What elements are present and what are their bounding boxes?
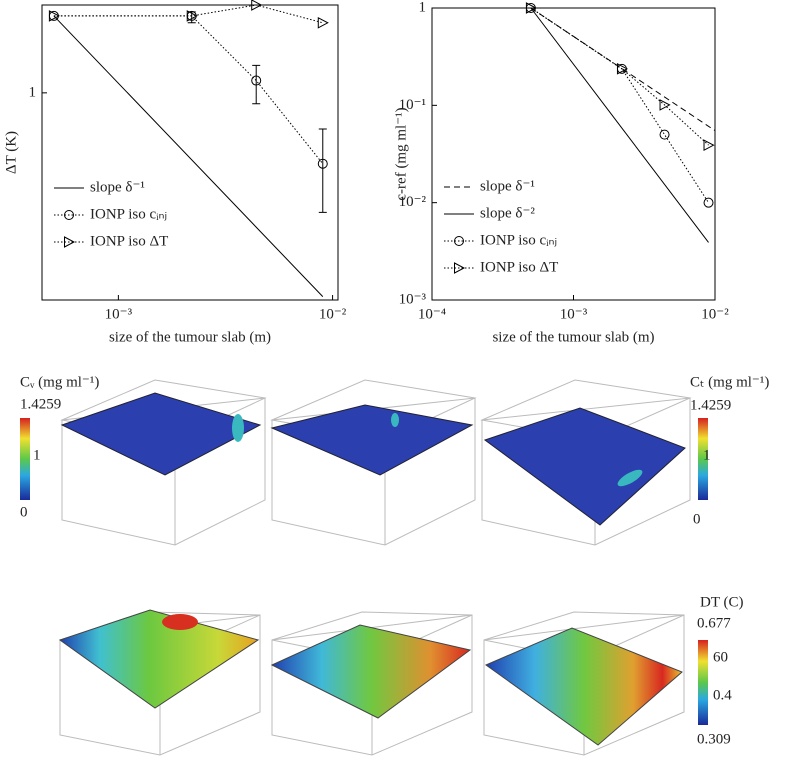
y-tick-label: 1 [29, 84, 37, 100]
y-tick-label: 10⁻³ [399, 291, 427, 307]
marker [616, 63, 629, 75]
series-line [530, 7, 709, 203]
series-line [530, 7, 709, 146]
x-axis-label: size of the tumour slab (m) [492, 329, 654, 345]
marker [525, 2, 537, 14]
x-tick-label: 10⁻⁴ [418, 306, 446, 322]
legend-label: IONP iso ΔT [90, 233, 168, 249]
marker [703, 197, 714, 208]
marker [659, 129, 670, 140]
legend-label: IONP iso ΔT [480, 259, 558, 275]
plot-frame [41, 4, 339, 301]
y-tick-label: 10⁻² [399, 194, 427, 210]
marker [454, 236, 464, 246]
y-axis-label: ΔT (K) [3, 131, 19, 174]
marker [317, 158, 328, 169]
marker [251, 75, 262, 86]
marker [454, 262, 466, 274]
x-tick-label: 10⁻³ [105, 306, 133, 322]
x-tick-label: 10⁻² [701, 306, 729, 322]
colorbar-label: 60 [713, 649, 728, 665]
colorbar-label: 0.4 [713, 687, 732, 703]
volume-render [270, 379, 477, 546]
colorbar-label: 1 [33, 447, 41, 463]
x-axis-label: size of the tumour slab (m) [109, 329, 271, 345]
colorbar-title: Cₜ (mg ml⁻¹) [690, 374, 769, 390]
marker [186, 10, 198, 22]
marker [251, 0, 263, 11]
marker [659, 99, 671, 111]
error-bar [318, 128, 327, 213]
colorbar [20, 418, 30, 500]
marker [703, 139, 715, 151]
volume-render [60, 379, 267, 546]
y-axis-label: c-ref (mg ml⁻¹) [393, 107, 409, 200]
colorbar-label: 0.309 [697, 731, 731, 747]
x-tick-label: 10⁻³ [560, 306, 588, 322]
y-tick-label: 1 [419, 0, 427, 15]
colorbar-label: 1.4259 [690, 397, 731, 413]
legend-label: slope δ⁻² [480, 205, 535, 221]
volume-panels [20, 379, 708, 756]
colorbar-title: Cᵥ (mg ml⁻¹) [20, 374, 99, 390]
volume-render [480, 379, 692, 546]
colorbar [698, 418, 708, 500]
legend-label: IONP iso cᵢₙⱼ [480, 232, 557, 248]
legend-label: slope δ⁻¹ [90, 179, 145, 195]
colorbar-title: DT (C) [700, 594, 743, 610]
colorbar [698, 640, 708, 725]
legend-label: slope δ⁻¹ [480, 178, 535, 194]
volume-render [270, 611, 473, 756]
marker [64, 236, 76, 248]
y-tick-label: 10⁻¹ [399, 97, 426, 113]
series-line [530, 7, 716, 132]
series-line [53, 15, 324, 165]
marker [64, 210, 74, 220]
series-line [530, 7, 709, 243]
colorbar-label: 0 [693, 511, 701, 527]
colorbar-label: 0 [20, 504, 28, 520]
plot-frame [431, 7, 716, 301]
volume-render [483, 611, 685, 756]
marker [48, 10, 60, 22]
marker [317, 16, 329, 29]
volume-render [58, 609, 261, 756]
series-line [53, 15, 324, 297]
legend-label: IONP iso cᵢₙⱼ [90, 206, 167, 222]
colorbar-label: 1 [703, 447, 711, 463]
colorbar-label: 0.677 [697, 615, 731, 631]
x-tick-label: 10⁻² [319, 306, 347, 322]
colorbar-label: 1.4259 [20, 396, 61, 412]
